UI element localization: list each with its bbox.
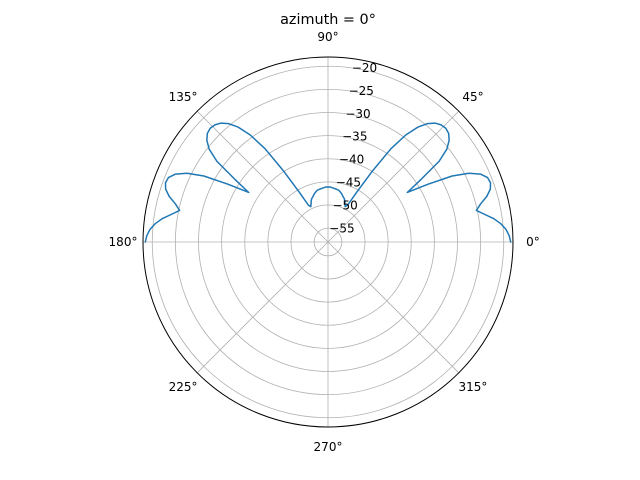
radial-tick-label: −20 bbox=[352, 61, 377, 75]
angle-tick-label: 90° bbox=[317, 30, 338, 44]
radial-tick-label: −40 bbox=[339, 153, 364, 167]
tick-layer: 0° 45° 90° 135° 180° 225° 270° 315° −55 −50 −45 −40… bbox=[109, 30, 540, 454]
polar-spine bbox=[142, 56, 514, 428]
chart-title: azimuth = 0° bbox=[280, 12, 376, 28]
angular-grid-line bbox=[196, 241, 329, 374]
angular-grid-line bbox=[327, 110, 460, 243]
angle-tick-label: 270° bbox=[314, 440, 343, 454]
radial-tick-label: −25 bbox=[349, 84, 374, 98]
radial-tick-label: −35 bbox=[342, 130, 367, 144]
radial-tick-label: −45 bbox=[336, 175, 361, 189]
radial-tick-label: −55 bbox=[329, 221, 354, 235]
angle-tick-label: 225° bbox=[169, 380, 198, 394]
angular-grid-line bbox=[327, 241, 460, 374]
series-line bbox=[144, 122, 512, 243]
grid-layer bbox=[142, 56, 514, 428]
angle-tick-label: 45° bbox=[462, 90, 483, 104]
radial-tick-label: −30 bbox=[345, 107, 370, 121]
angle-tick-label: 135° bbox=[169, 90, 198, 104]
angle-tick-label: 315° bbox=[459, 380, 488, 394]
series-layer bbox=[144, 122, 512, 243]
radial-tick-label: −50 bbox=[332, 198, 357, 212]
angle-tick-label: 180° bbox=[109, 235, 138, 249]
angular-grid-line bbox=[196, 110, 329, 243]
angle-tick-label: 0° bbox=[526, 235, 540, 249]
